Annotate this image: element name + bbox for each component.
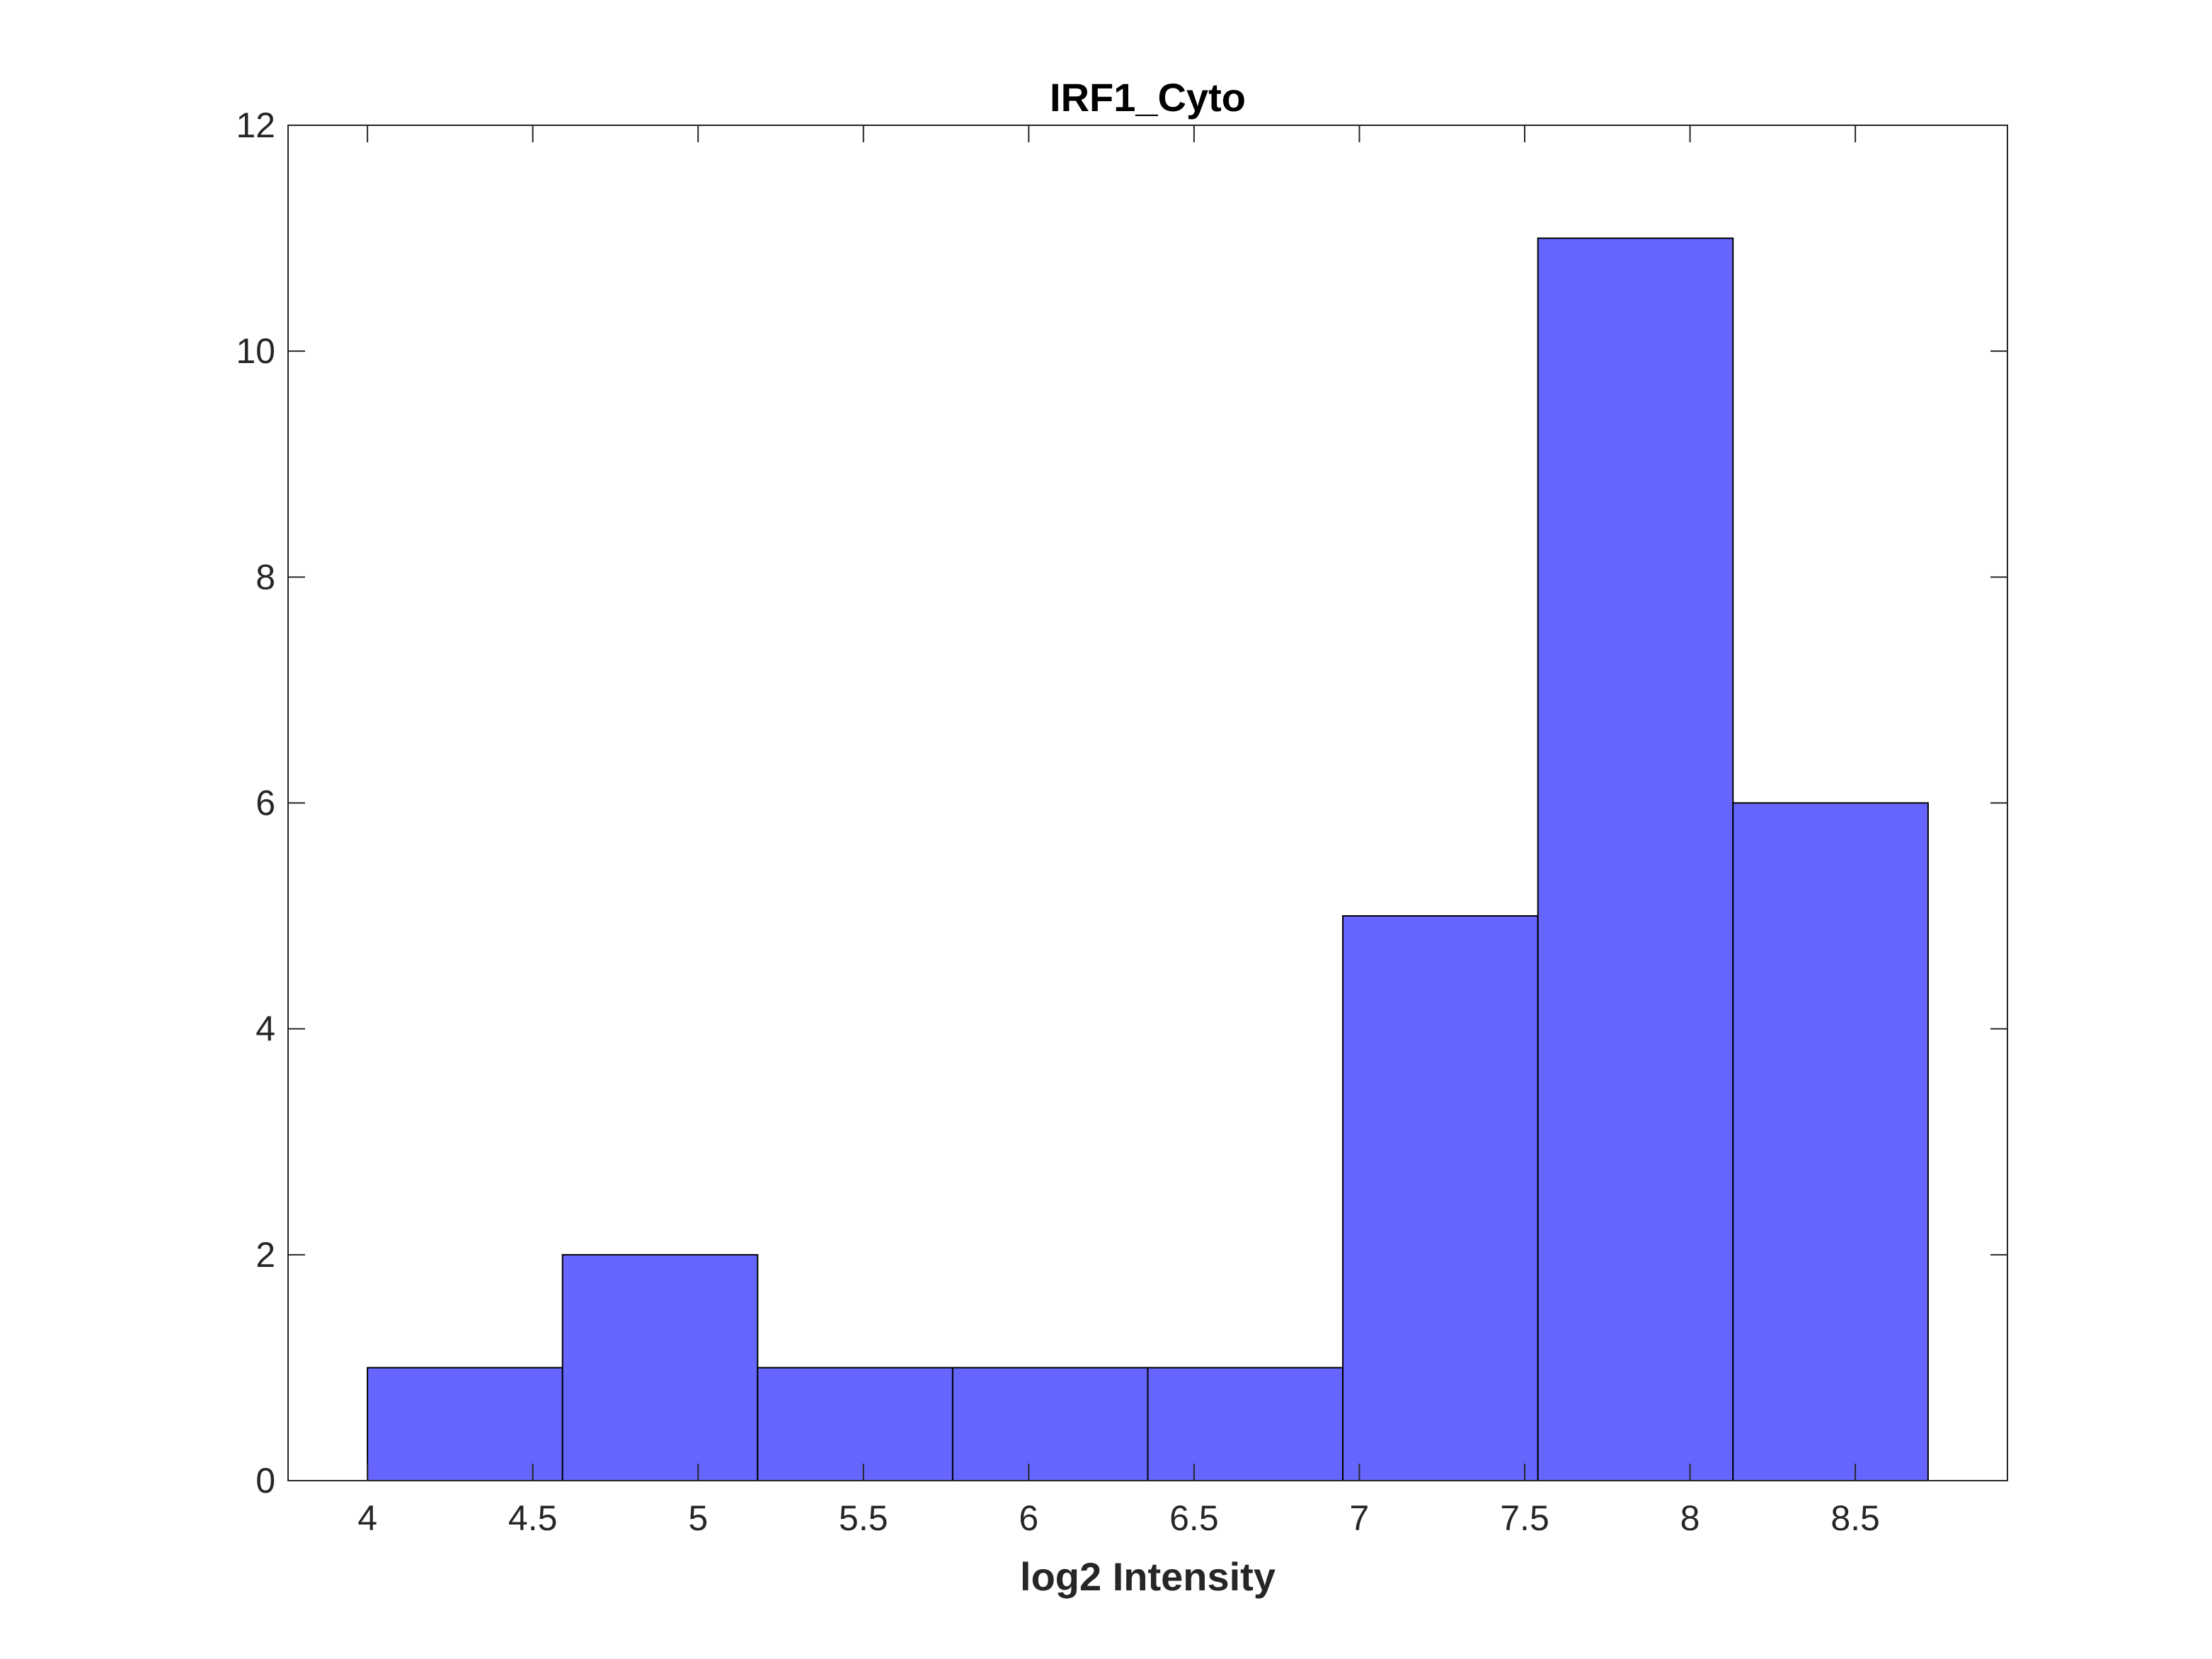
y-tick-label: 2 [256, 1235, 275, 1275]
x-tick-label: 8.5 [1830, 1498, 1880, 1538]
histogram-bar [561, 1253, 759, 1482]
x-tick-label: 7.5 [1500, 1498, 1549, 1538]
x-tick-label: 8 [1680, 1498, 1700, 1538]
x-axis-ticks: 4 4.5 5 5.5 6 6.5 7 7.5 8 8.5 [357, 125, 1880, 1538]
x-axis-label: log2 Intensity [1020, 1554, 1276, 1599]
chart-title: IRF1_Cyto [1050, 75, 1246, 120]
x-tick-label: 5 [688, 1498, 708, 1538]
histogram-bar [1147, 1367, 1344, 1481]
histogram-bar [1537, 237, 1734, 1481]
y-tick-label: 0 [256, 1461, 275, 1500]
x-tick-label: 6.5 [1169, 1498, 1219, 1538]
y-tick-label: 8 [256, 557, 275, 597]
x-tick-label: 6 [1019, 1498, 1038, 1538]
bar-group [367, 237, 1929, 1482]
y-tick-label: 4 [256, 1009, 275, 1049]
x-tick-label: 5.5 [839, 1498, 888, 1538]
y-tick-label: 6 [256, 783, 275, 823]
x-tick-label: 7 [1350, 1498, 1370, 1538]
x-tick-label: 4.5 [508, 1498, 558, 1538]
y-axis-ticks: 0 2 4 6 8 10 12 [236, 105, 2007, 1500]
histogram-bar [1732, 802, 1929, 1481]
x-tick-label: 4 [357, 1498, 377, 1538]
histogram-bar [1342, 915, 1539, 1482]
histogram-bar [367, 1367, 563, 1481]
y-tick-label: 12 [236, 105, 275, 145]
histogram-bar [757, 1367, 953, 1481]
y-tick-label: 10 [236, 331, 275, 371]
histogram-bar [951, 1367, 1149, 1481]
